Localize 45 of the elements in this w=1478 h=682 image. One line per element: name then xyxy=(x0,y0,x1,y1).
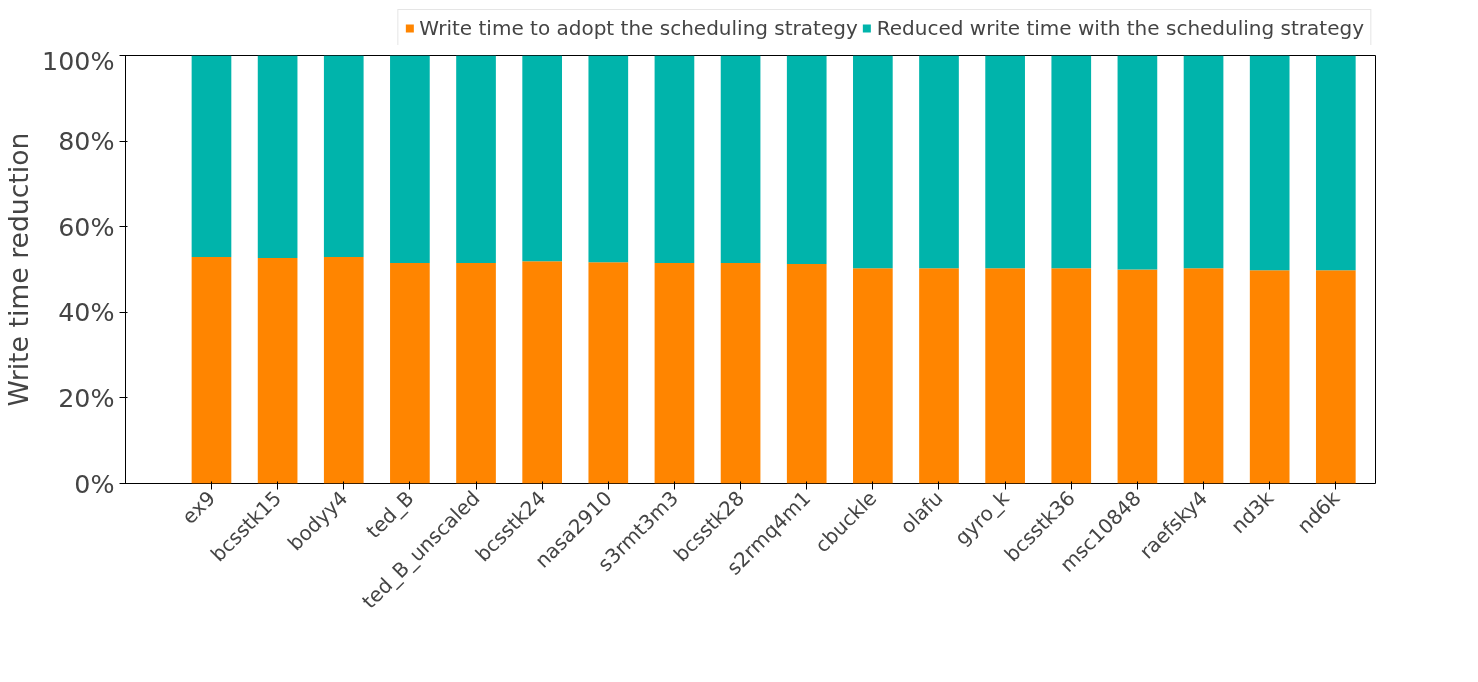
bar xyxy=(323,257,364,484)
bar xyxy=(1315,55,1356,271)
bar xyxy=(390,55,430,264)
bar xyxy=(654,55,695,264)
bar xyxy=(522,261,563,484)
y-tick-label: 0% xyxy=(74,468,115,499)
bar xyxy=(191,257,232,484)
bar xyxy=(985,268,1025,484)
bar xyxy=(191,55,232,258)
bar xyxy=(1249,55,1290,271)
bar xyxy=(1051,55,1092,269)
bar xyxy=(654,263,695,484)
bar xyxy=(390,263,430,484)
bar xyxy=(786,263,827,484)
bar xyxy=(985,55,1025,269)
y-axis-title: Write time reduction xyxy=(3,132,35,407)
bar xyxy=(853,268,893,484)
y-tick-label: 100% xyxy=(42,45,115,76)
bar xyxy=(919,55,959,269)
bar xyxy=(1117,269,1158,484)
bar xyxy=(1183,55,1224,269)
bar xyxy=(323,55,364,258)
bar xyxy=(588,262,629,484)
y-tick-label: 40% xyxy=(58,297,115,328)
bar xyxy=(1117,55,1158,270)
y-tick-label: 20% xyxy=(58,382,115,413)
bar xyxy=(522,55,563,262)
bar xyxy=(456,55,496,264)
bar xyxy=(786,55,827,264)
bar xyxy=(456,263,496,484)
bar xyxy=(720,55,761,264)
bar xyxy=(720,263,761,484)
bar xyxy=(257,257,298,484)
bar xyxy=(1051,268,1092,484)
y-tick-label: 80% xyxy=(58,126,115,157)
legend-label: Write time to adopt the scheduling strategy xyxy=(419,16,858,40)
bar xyxy=(1315,270,1356,484)
legend-label: Reduced write time with the scheduling strategy xyxy=(876,16,1364,40)
bar xyxy=(257,55,298,258)
bar xyxy=(919,268,959,484)
bar xyxy=(588,55,629,263)
bar xyxy=(853,55,893,269)
y-tick-label: 60% xyxy=(58,211,115,242)
bar xyxy=(1183,268,1224,484)
bar xyxy=(1249,270,1290,484)
